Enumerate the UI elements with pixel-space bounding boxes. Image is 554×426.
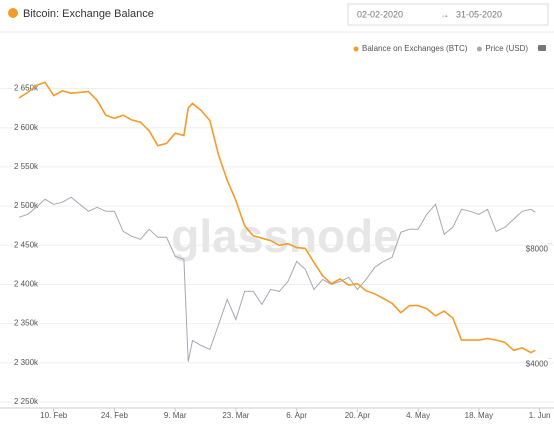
series-line — [18, 196, 536, 362]
date-arrow: → — [440, 9, 449, 19]
export-icon[interactable] — [538, 45, 546, 51]
title-icon — [8, 8, 18, 18]
legend-marker — [353, 46, 359, 52]
date-range-box[interactable] — [347, 3, 549, 26]
y2-tick-label: $4000 — [526, 360, 549, 369]
x-tick-label: 9. Mar — [164, 411, 187, 420]
x-tick-label: 4. May — [406, 411, 430, 420]
series-line — [18, 81, 536, 354]
x-tick-label: 24. Feb — [101, 411, 129, 420]
y-tick-label: 2 500k — [14, 201, 39, 210]
date-to[interactable]: 31-05-2020 — [456, 9, 502, 19]
legend-label[interactable]: Balance on Exchanges (BTC) — [362, 44, 468, 53]
y-tick-label: 2 300k — [14, 358, 39, 367]
y-tick-label: 2 450k — [14, 240, 39, 249]
y-tick-label: 2 250k — [14, 397, 39, 406]
chart-title: Bitcoin: Exchange Balance — [23, 8, 154, 20]
date-from[interactable]: 02-02-2020 — [357, 9, 403, 19]
y-tick-label: 2 400k — [14, 280, 39, 289]
legend-marker — [476, 46, 482, 52]
x-tick-label: 1. Jun — [529, 411, 551, 420]
y-tick-label: 2 550k — [14, 162, 39, 171]
x-tick-label: 10. Feb — [40, 411, 68, 420]
y-tick-label: 2 650k — [14, 84, 39, 93]
y-tick-label: 2 350k — [14, 319, 39, 328]
y2-tick-label: $8000 — [526, 244, 549, 253]
x-tick-label: 20. Apr — [345, 411, 371, 420]
y-tick-label: 2 600k — [14, 123, 39, 132]
x-tick-label: 23. Mar — [222, 411, 249, 420]
x-tick-label: 6. Apr — [286, 411, 307, 420]
x-tick-label: 18. May — [465, 411, 493, 420]
legend-label[interactable]: Price (USD) — [485, 44, 528, 53]
watermark: glassnode — [171, 210, 399, 262]
